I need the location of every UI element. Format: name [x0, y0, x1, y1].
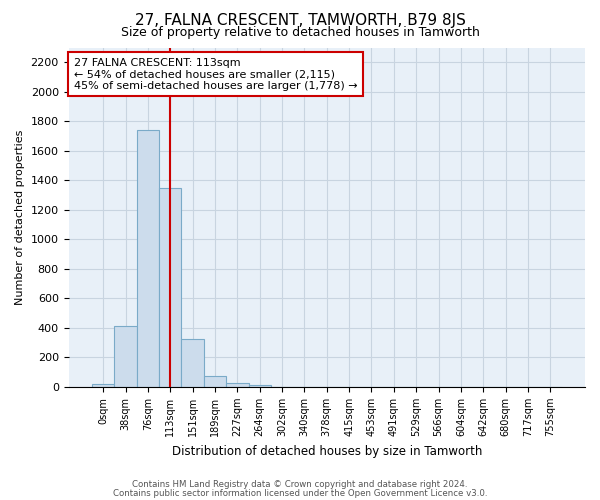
Text: Contains public sector information licensed under the Open Government Licence v3: Contains public sector information licen… [113, 488, 487, 498]
Bar [181, 339, 204, 387]
Text: Contains HM Land Registry data © Crown copyright and database right 2024.: Contains HM Land Registry data © Crown c… [132, 480, 468, 489]
Bar [226, 384, 248, 387]
Text: 27 FALNA CRESCENT: 113sqm
← 54% of detached houses are smaller (2,115)
45% of se: 27 FALNA CRESCENT: 113sqm ← 54% of detac… [74, 58, 358, 91]
Bar [137, 130, 159, 387]
Bar [248, 386, 271, 387]
Y-axis label: Number of detached properties: Number of detached properties [15, 130, 25, 305]
Text: Size of property relative to detached houses in Tamworth: Size of property relative to detached ho… [121, 26, 479, 39]
Bar [92, 384, 115, 387]
X-axis label: Distribution of detached houses by size in Tamworth: Distribution of detached houses by size … [172, 444, 482, 458]
Bar [204, 376, 226, 387]
Bar [159, 188, 181, 387]
Text: 27, FALNA CRESCENT, TAMWORTH, B79 8JS: 27, FALNA CRESCENT, TAMWORTH, B79 8JS [134, 12, 466, 28]
Bar [115, 326, 137, 387]
